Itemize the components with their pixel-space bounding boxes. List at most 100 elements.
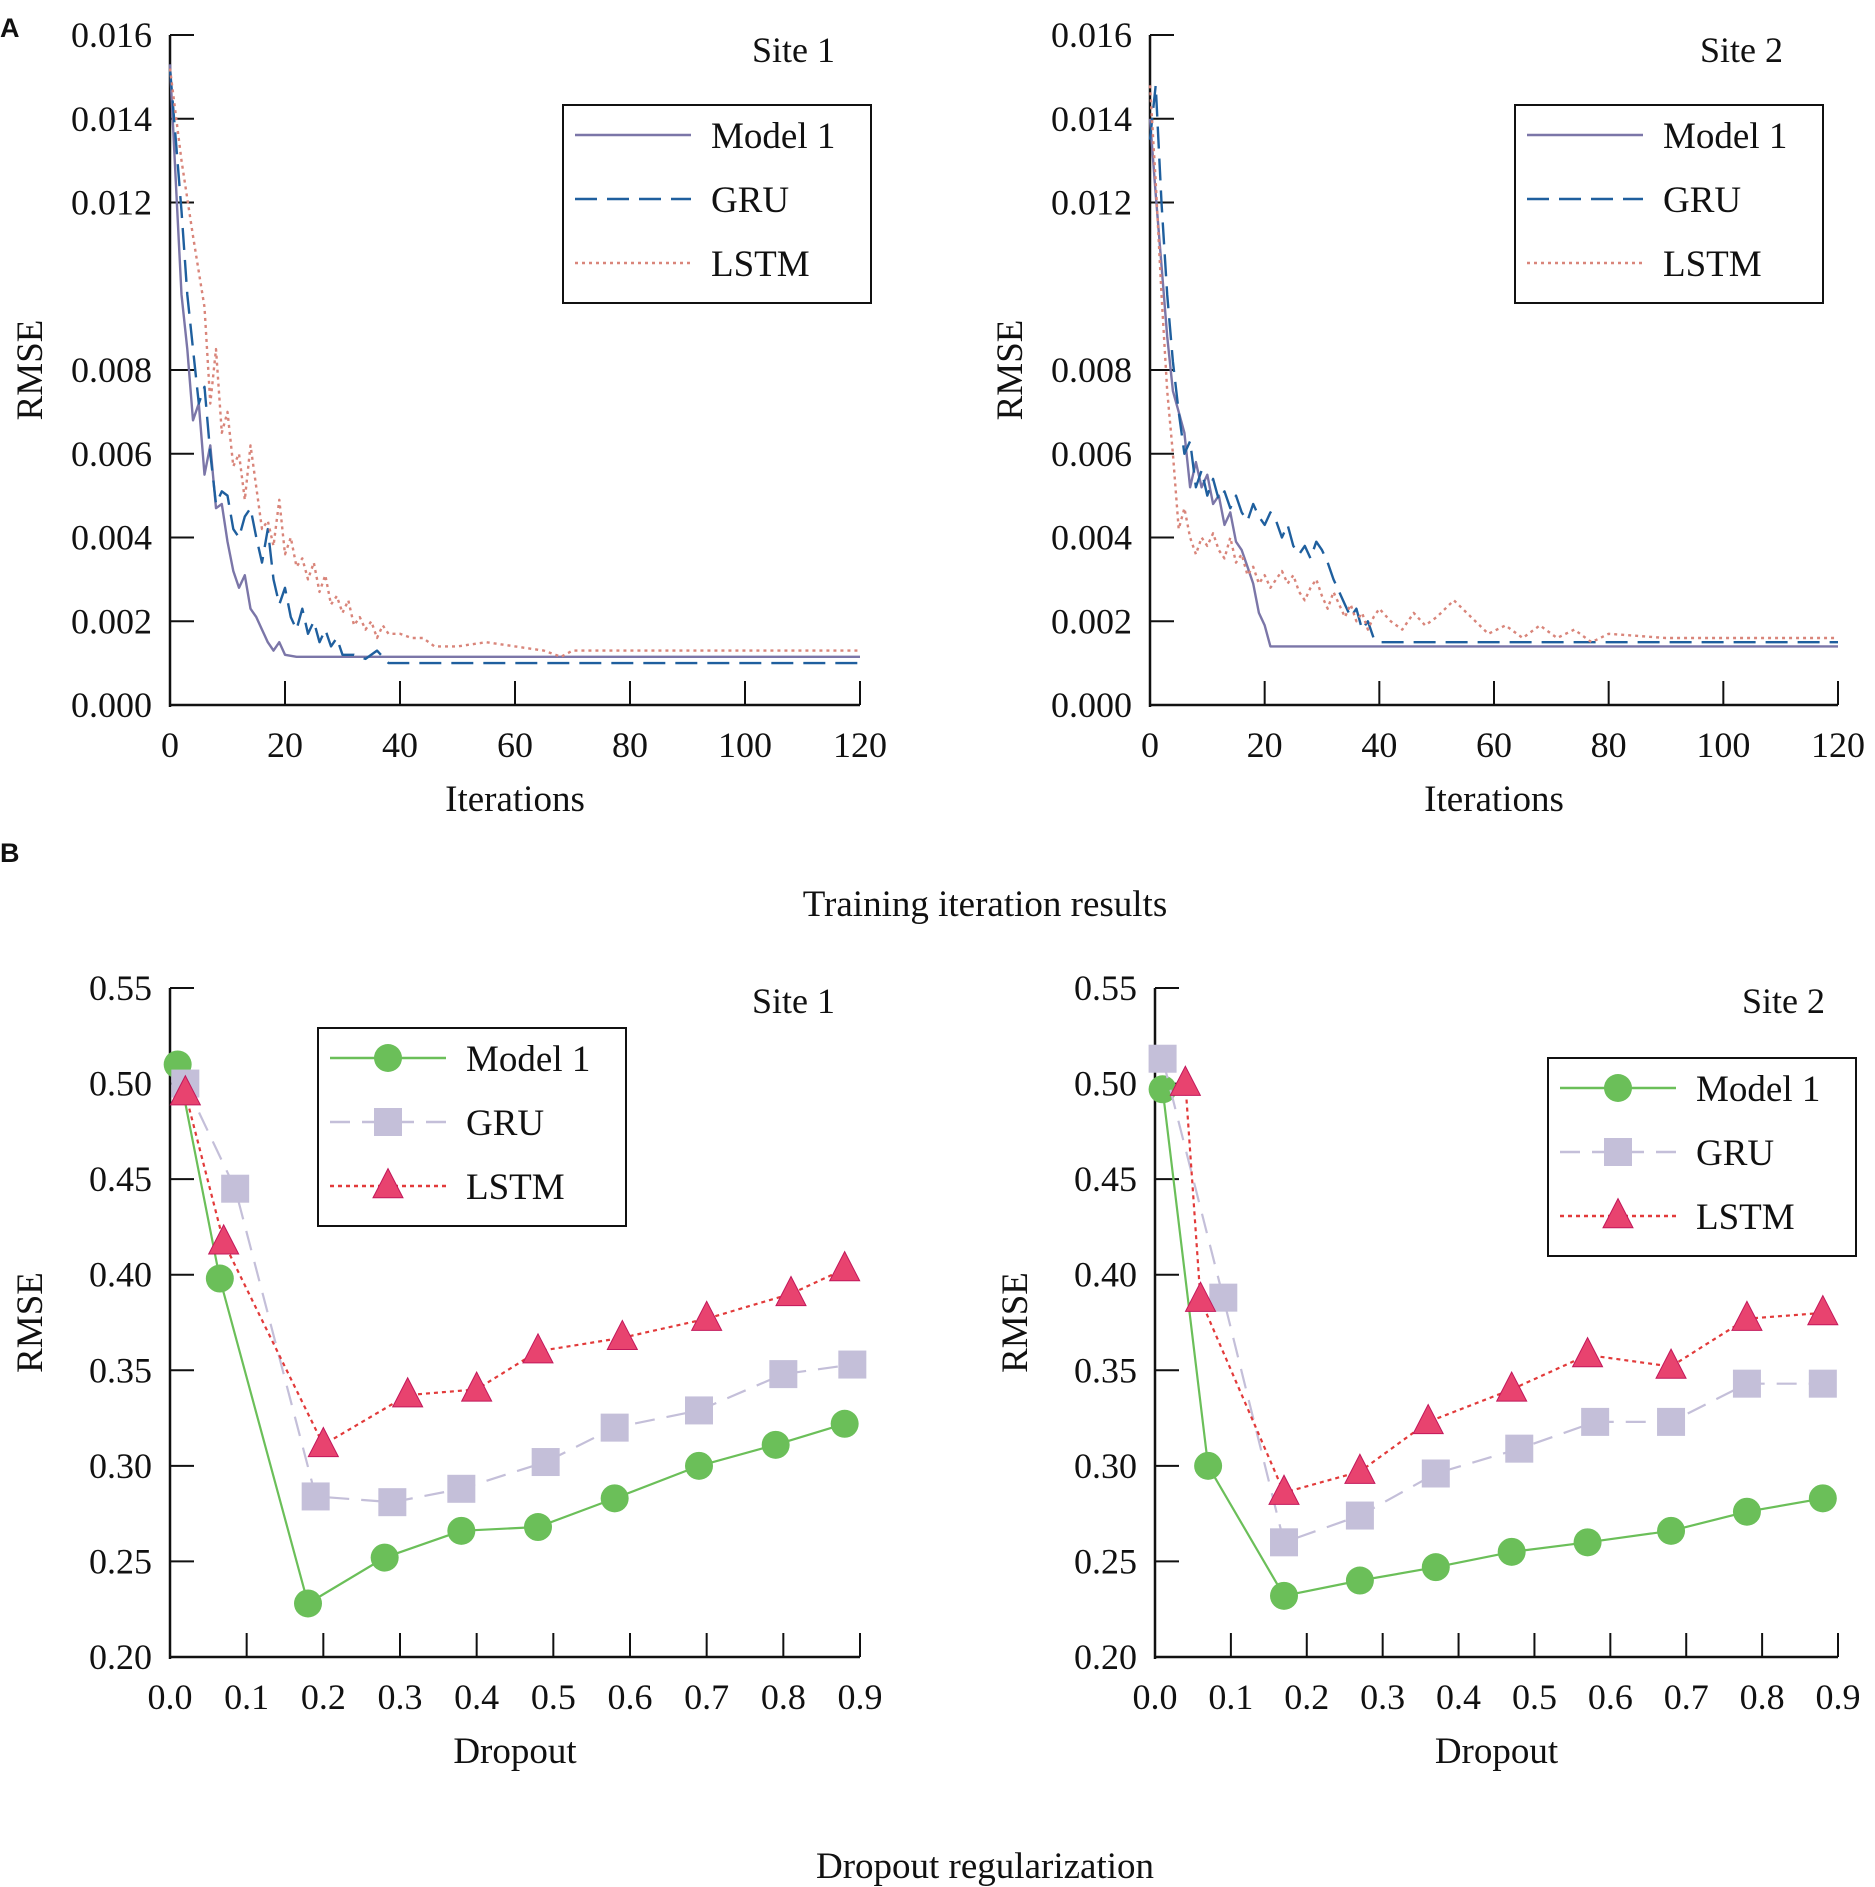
x-tick-label: 0.2 — [1284, 1677, 1329, 1717]
y-tick-label: 0.25 — [89, 1541, 152, 1581]
series-line-gru — [1148, 84, 1838, 644]
y-tick-label: 0.40 — [1074, 1255, 1137, 1295]
x-tick-label: 0.3 — [378, 1677, 423, 1717]
y-tick-label: 0.000 — [1051, 685, 1132, 725]
x-tick-label: 0.6 — [1588, 1677, 1633, 1717]
site-label: Site 2 — [1700, 30, 1783, 70]
y-tick-label: 0.25 — [1074, 1541, 1137, 1581]
y-tick-label: 0.35 — [1074, 1350, 1137, 1390]
y-axis-title: RMSE — [10, 320, 51, 421]
x-axis-title: Dropout — [453, 1731, 577, 1772]
x-tick-label: 20 — [1247, 725, 1283, 765]
data-point-model-1 — [685, 1451, 713, 1480]
x-tick-label: 60 — [1476, 725, 1512, 765]
data-point-model-1 — [600, 1484, 629, 1513]
data-point-lstm — [207, 1223, 240, 1255]
x-tick-label: 40 — [1361, 725, 1397, 765]
y-tick-label: 0.40 — [89, 1255, 152, 1295]
caption-training-iteration: Training iteration results — [803, 884, 1168, 925]
data-point-gru — [221, 1174, 250, 1203]
caption-dropout-regularization: Dropout regularization — [816, 1846, 1154, 1887]
data-point-lstm — [828, 1250, 861, 1282]
series-line-gru — [1161, 1058, 1823, 1544]
series-line-lstm — [1184, 1083, 1823, 1494]
y-tick-label: 0.55 — [89, 968, 152, 1008]
y-axis-title: RMSE — [995, 1272, 1036, 1373]
y-tick-label: 0.20 — [1074, 1637, 1137, 1677]
y-tick-label: 0.014 — [1051, 99, 1132, 139]
data-point-model-1 — [1808, 1484, 1837, 1513]
legend-label-lstm: LSTM — [1663, 244, 1762, 285]
y-tick-label: 0.006 — [1051, 434, 1132, 474]
data-point-gru — [1505, 1434, 1534, 1463]
y-tick-label: 0.016 — [1051, 15, 1132, 55]
data-point-gru — [1732, 1369, 1761, 1398]
x-tick-label: 120 — [833, 725, 887, 765]
x-tick-label: 80 — [1591, 725, 1627, 765]
x-tick-label: 60 — [497, 725, 533, 765]
x-tick-label: 0.8 — [761, 1677, 806, 1717]
data-point-model-1 — [524, 1513, 552, 1542]
legend-marker-model-1 — [1604, 1074, 1632, 1102]
x-tick-label: 100 — [718, 725, 772, 765]
y-tick-label: 0.008 — [1051, 350, 1132, 390]
legend-box — [1514, 104, 1824, 304]
data-point-model-1 — [1148, 1075, 1177, 1104]
data-point-lstm — [460, 1370, 493, 1402]
data-point-gru — [1148, 1044, 1177, 1073]
data-point-lstm — [169, 1074, 202, 1106]
legend: Model 1 GRU LSTM — [1514, 104, 1824, 304]
data-point-gru — [1808, 1369, 1837, 1398]
legend-box — [317, 1027, 627, 1227]
y-tick-label: 0.004 — [71, 518, 152, 558]
x-tick-label: 0.0 — [148, 1677, 193, 1717]
data-point-model-1 — [1573, 1528, 1602, 1557]
y-tick-label: 0.000 — [71, 685, 152, 725]
series-line-gru — [168, 68, 860, 665]
legend: Model 1 GRU LSTM — [562, 104, 872, 304]
data-point-lstm — [606, 1319, 639, 1351]
data-point-lstm — [1169, 1065, 1202, 1096]
x-tick-label: 0.8 — [1740, 1677, 1785, 1717]
data-point-gru — [1270, 1528, 1299, 1557]
legend-label-model-1: Model 1 — [711, 116, 835, 157]
data-point-lstm — [1807, 1294, 1839, 1326]
x-tick-label: 0.4 — [1436, 1677, 1481, 1717]
data-point-lstm — [1344, 1453, 1376, 1484]
site-label: Site 2 — [1742, 981, 1825, 1021]
site-label: Site 1 — [752, 981, 835, 1021]
data-point-lstm — [391, 1376, 424, 1408]
chart-1: 0.000 0.002 0.004 0.006 0.008 0.012 0.014 0.016… — [10, 15, 887, 820]
x-tick-label: 0.7 — [684, 1677, 729, 1717]
x-tick-label: 0 — [1141, 725, 1159, 765]
x-tick-label: 80 — [612, 725, 648, 765]
data-point-model-1 — [205, 1264, 234, 1293]
y-tick-label: 0.30 — [1074, 1446, 1137, 1486]
y-tick-label: 0.016 — [71, 15, 152, 55]
series-line-lstm — [184, 1092, 846, 1446]
y-tick-label: 0.002 — [1051, 601, 1132, 641]
x-tick-label: 0.5 — [1512, 1677, 1557, 1717]
data-point-lstm — [1731, 1300, 1763, 1331]
x-tick-label: 0.3 — [1360, 1677, 1405, 1717]
y-tick-label: 0.012 — [1051, 183, 1132, 223]
legend-marker-gru — [1604, 1138, 1632, 1166]
legend-label-gru: GRU — [1696, 1133, 1774, 1174]
data-point-gru — [301, 1482, 330, 1511]
x-axis-title: Dropout — [1435, 1731, 1559, 1772]
x-axis-title: Iterations — [1424, 779, 1564, 820]
series-line-model-1 — [1161, 1089, 1823, 1597]
chart-3: 0.20 0.25 0.30 0.35 0.40 0.45 0.50 0.55 0.0 0.1 0.… — [10, 968, 883, 1772]
x-tick-label: 0.1 — [224, 1677, 269, 1717]
x-tick-label: 0.1 — [1208, 1677, 1253, 1717]
data-point-gru — [378, 1488, 407, 1517]
chart-4: 0.20 0.25 0.30 0.35 0.40 0.45 0.50 0.55 0.0 0.1 0.… — [995, 968, 1861, 1772]
x-tick-label: 0.9 — [838, 1677, 883, 1717]
y-tick-label: 0.35 — [89, 1350, 152, 1390]
data-point-lstm — [1495, 1370, 1528, 1402]
y-axis-title: RMSE — [990, 320, 1031, 421]
data-point-lstm — [1655, 1348, 1687, 1379]
y-tick-label: 0.004 — [1051, 518, 1132, 558]
x-tick-label: 0.7 — [1664, 1677, 1709, 1717]
data-point-model-1 — [1345, 1566, 1374, 1595]
